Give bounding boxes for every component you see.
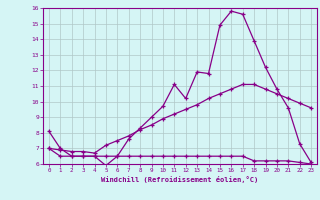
X-axis label: Windchill (Refroidissement éolien,°C): Windchill (Refroidissement éolien,°C): [101, 176, 259, 183]
